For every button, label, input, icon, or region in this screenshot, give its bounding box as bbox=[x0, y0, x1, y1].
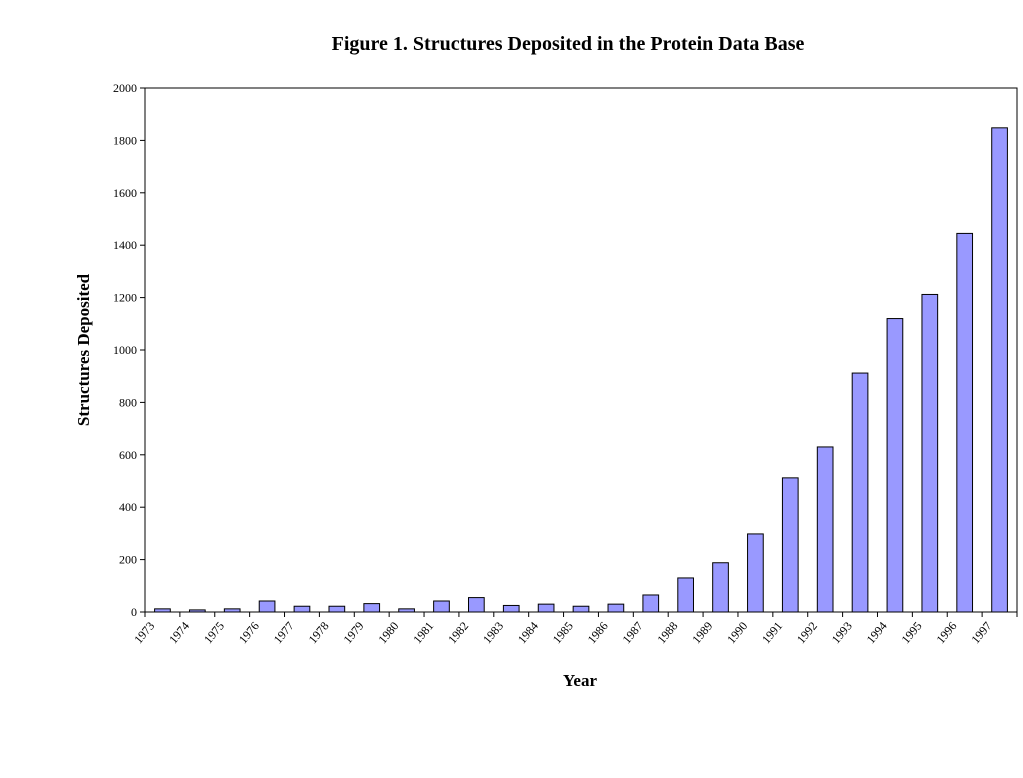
y-axis: 0 200 400 600 800 1000 1200 1400 1600 1800 2000 bbox=[113, 81, 145, 619]
x-tick-label: 1978 bbox=[306, 619, 332, 646]
y-tick-label: 1000 bbox=[113, 343, 137, 357]
x-tick-label: 1991 bbox=[759, 619, 785, 646]
plot-area bbox=[144, 87, 1018, 613]
x-tick-label: 1988 bbox=[654, 619, 680, 646]
bar-1987 bbox=[642, 594, 660, 613]
bar-1978 bbox=[328, 605, 346, 613]
x-tick-label: 1996 bbox=[933, 619, 959, 646]
y-tick-label: 600 bbox=[119, 448, 137, 462]
bar-1996 bbox=[956, 232, 974, 613]
bar-1986 bbox=[607, 603, 625, 613]
bar-1993 bbox=[851, 372, 869, 613]
bar-1994 bbox=[886, 318, 904, 613]
x-tick-label: 1990 bbox=[724, 619, 750, 646]
bar-1992 bbox=[816, 446, 834, 613]
y-tick-label: 2000 bbox=[113, 81, 137, 95]
x-tick-label: 1982 bbox=[445, 619, 471, 646]
bar-1990 bbox=[747, 533, 764, 613]
bar-1976 bbox=[258, 600, 276, 613]
y-tick-label: 1200 bbox=[113, 291, 137, 305]
y-tick-label: 1600 bbox=[113, 186, 137, 200]
bar-1982 bbox=[468, 597, 485, 613]
x-tick-label: 1974 bbox=[166, 619, 192, 646]
bar-1997 bbox=[991, 127, 1008, 613]
x-tick-label: 1997 bbox=[968, 619, 994, 646]
bar-1980 bbox=[398, 608, 415, 613]
x-tick-label: 1993 bbox=[829, 619, 855, 646]
x-tick-label: 1987 bbox=[619, 619, 645, 646]
x-axis-label: Year bbox=[563, 671, 597, 690]
bar-1991 bbox=[781, 477, 799, 613]
bar-1988 bbox=[677, 577, 694, 613]
bar-1995 bbox=[921, 293, 939, 613]
x-tick-label: 1981 bbox=[410, 619, 436, 646]
y-axis-label: Structures Deposited bbox=[74, 273, 93, 426]
x-tick-label: 1973 bbox=[131, 619, 157, 646]
x-tick-label: 1977 bbox=[271, 619, 297, 646]
bar-1979 bbox=[363, 603, 381, 613]
bar-1975 bbox=[223, 608, 241, 613]
bar-1981 bbox=[433, 600, 450, 613]
x-tick-label: 1976 bbox=[236, 619, 262, 646]
x-tick-label: 1989 bbox=[689, 619, 715, 646]
x-axis: 1973 1974 1975 1976 1977 1978 1979 1980 1981 1982… bbox=[131, 612, 1018, 646]
y-tick-label: 1400 bbox=[113, 238, 137, 252]
y-tick-label: 400 bbox=[119, 500, 137, 514]
bar-1989 bbox=[712, 562, 729, 613]
x-tick-label: 1983 bbox=[480, 619, 506, 646]
x-tick-label: 1986 bbox=[585, 619, 611, 646]
bar-1977 bbox=[293, 605, 311, 613]
y-tick-label: 1800 bbox=[113, 133, 137, 147]
y-tick-label: 200 bbox=[119, 553, 137, 567]
bar-1973 bbox=[154, 608, 171, 613]
bar-1974 bbox=[188, 609, 206, 613]
x-tick-label: 1975 bbox=[201, 619, 227, 646]
x-tick-label: 1980 bbox=[375, 619, 401, 646]
bars-group bbox=[154, 127, 1008, 613]
chart-title: Figure 1. Structures Deposited in the Pr… bbox=[332, 33, 805, 55]
y-tick-label: 800 bbox=[119, 395, 137, 409]
bar-1983 bbox=[502, 604, 520, 613]
x-tick-label: 1985 bbox=[550, 619, 576, 646]
x-tick-label: 1995 bbox=[899, 619, 925, 646]
y-tick-label: 0 bbox=[131, 605, 137, 619]
x-tick-label: 1992 bbox=[794, 619, 820, 646]
bar-1985 bbox=[572, 605, 590, 613]
x-tick-label: 1979 bbox=[340, 619, 366, 646]
x-tick-label: 1984 bbox=[515, 619, 541, 646]
x-tick-label: 1994 bbox=[864, 619, 890, 646]
bar-1984 bbox=[537, 603, 555, 613]
